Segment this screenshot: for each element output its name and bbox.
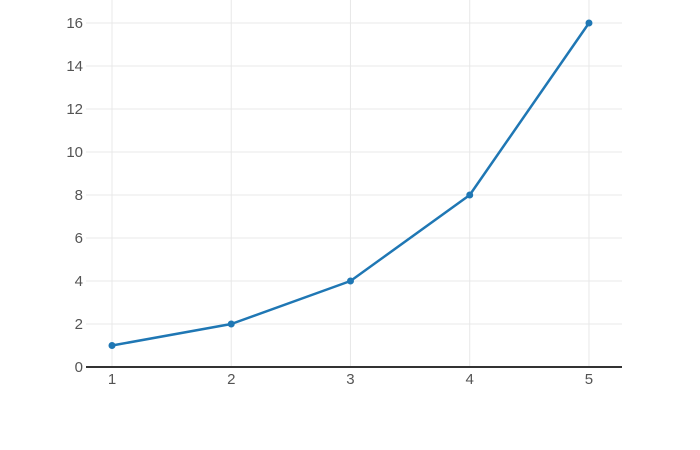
data-point-marker <box>466 191 474 199</box>
y-tick-label: 6 <box>75 230 83 247</box>
y-tick-label: 4 <box>75 273 83 290</box>
y-tick-label: 10 <box>66 144 83 161</box>
x-tick-label: 4 <box>466 371 474 388</box>
y-tick-label: 16 <box>66 15 83 32</box>
y-tick-label: 2 <box>75 316 83 333</box>
x-tick-label: 1 <box>108 371 116 388</box>
x-tick-label: 3 <box>346 371 354 388</box>
data-point-marker <box>227 320 235 328</box>
data-point-marker <box>346 277 354 285</box>
line-series <box>108 19 593 350</box>
x-tick-label: 2 <box>227 371 235 388</box>
data-point-marker <box>108 342 116 350</box>
y-tick-label: 12 <box>66 101 83 118</box>
x-tick-label: 5 <box>585 371 593 388</box>
data-point-marker <box>585 19 593 27</box>
y-tick-label: 8 <box>75 187 83 204</box>
gridlines <box>86 0 622 367</box>
y-tick-label: 0 <box>75 359 83 376</box>
y-tick-label: 14 <box>66 58 83 75</box>
